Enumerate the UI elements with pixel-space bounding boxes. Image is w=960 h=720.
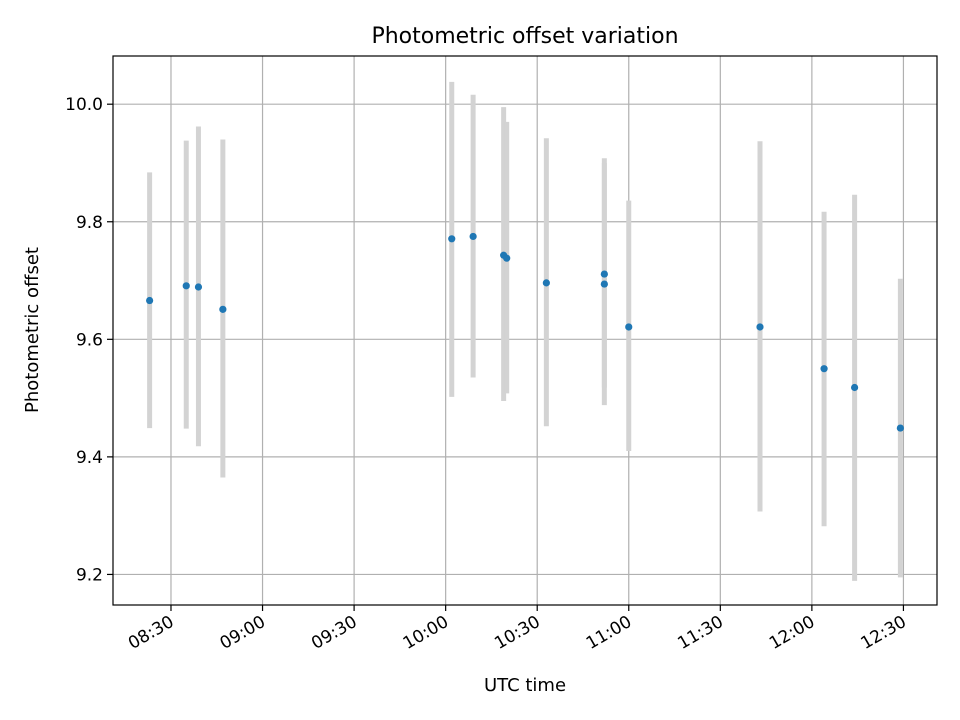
y-axis-label: Photometric offset [22,247,43,413]
data-point [600,280,608,288]
x-axis-label: UTC time [484,675,566,696]
data-points [146,232,904,432]
plot-area [113,56,937,605]
data-point [503,254,511,262]
data-point [448,235,456,243]
data-point [194,283,203,291]
data-point [625,323,633,331]
y-tick-label: 10.0 [65,95,103,115]
grid [113,56,937,605]
data-point [542,279,550,287]
data-point [219,305,227,313]
data-point [896,424,904,432]
data-point [820,365,828,373]
data-point [851,383,859,392]
y-tick-label: 9.4 [76,448,103,468]
data-point [146,296,154,305]
y-tick-label: 9.2 [76,565,103,585]
y-tick-label: 9.6 [76,330,103,350]
data-point [182,282,190,290]
y-axis-ticks: 9.2 9.4 9.6 9.8 10.0 [65,95,113,585]
data-point [469,232,477,241]
y-tick-label: 9.8 [76,213,103,233]
data-point [756,323,764,331]
plot-frame [112,55,938,606]
data-point [600,270,608,278]
chart-title: Photometric offset variation [371,24,678,49]
